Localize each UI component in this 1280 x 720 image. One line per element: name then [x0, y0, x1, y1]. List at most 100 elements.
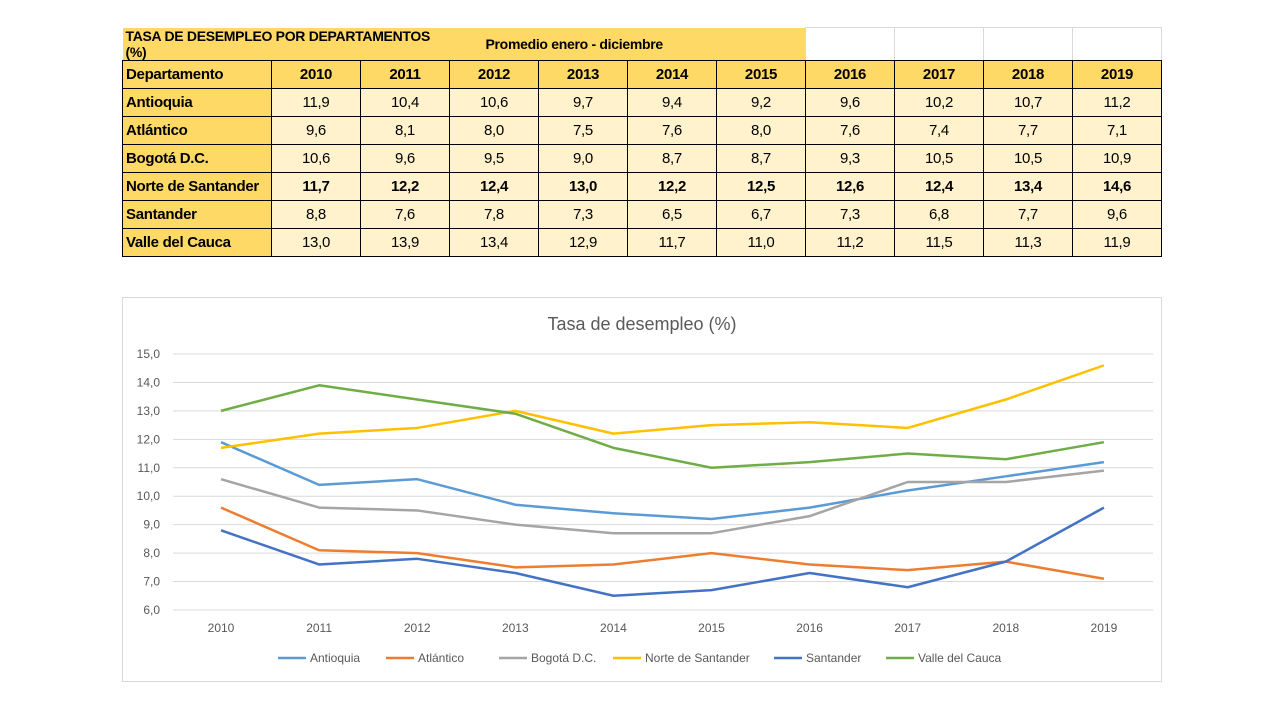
- table-cell: 9,3: [805, 143, 895, 173]
- table-cell: 8,7: [716, 143, 806, 173]
- table-cell: 11,2: [805, 227, 895, 257]
- legend-label: Atlántico: [418, 651, 464, 665]
- table-cell: 11,9: [1072, 227, 1162, 257]
- y-tick-label: 6,0: [143, 603, 160, 617]
- table-cell: 7,7: [983, 199, 1073, 229]
- table-cell: 12,2: [360, 171, 450, 201]
- table-cell: 9,6: [1072, 199, 1162, 229]
- table-cell: 9,6: [805, 87, 895, 117]
- table-cell: 9,6: [271, 115, 361, 145]
- table-title: TASA DE DESEMPLEO POR DEPARTAMENTOS (%): [122, 27, 450, 60]
- x-tick-label: 2012: [404, 621, 431, 635]
- chart-container: Tasa de desempleo (%) 6,0 7,0 8,0 9,0 10,0 11…: [122, 297, 1162, 682]
- column-header-year: 2010: [271, 59, 361, 89]
- row-label: Atlántico: [122, 115, 272, 145]
- table-cell: 11,9: [271, 87, 361, 117]
- table-cell: 10,4: [360, 87, 450, 117]
- table-row: Bogotá D.C. 10,6 9,6 9,5 9,0 8,7 8,7 9,3 10,5 10,…: [122, 143, 1162, 173]
- empty-cell: [983, 27, 1073, 61]
- table-cell: 7,3: [805, 199, 895, 229]
- chart-title: Tasa de desempleo (%): [547, 314, 736, 334]
- table-cell: 12,5: [716, 171, 806, 201]
- table-subtitle: Promedio enero - diciembre: [449, 27, 806, 60]
- legend-label: Bogotá D.C.: [531, 651, 596, 665]
- column-header-year: 2019: [1072, 59, 1162, 89]
- table-cell: 12,2: [627, 171, 717, 201]
- row-label: Norte de Santander: [122, 171, 272, 201]
- table-cell: 11,3: [983, 227, 1073, 257]
- table-row: Atlántico 9,6 8,1 8,0 7,5 7,6 8,0 7,6 7,4 7,7 7,1: [122, 115, 1162, 145]
- table-cell: 7,3: [538, 199, 628, 229]
- table-cell: 10,9: [1072, 143, 1162, 173]
- table-cell: 11,7: [271, 171, 361, 201]
- y-tick-label: 14,0: [137, 375, 161, 389]
- table-cell: 9,6: [360, 143, 450, 173]
- x-tick-label: 2011: [306, 621, 332, 635]
- column-header-year: 2015: [716, 59, 806, 89]
- column-header-year: 2014: [627, 59, 717, 89]
- table-cell: 6,5: [627, 199, 717, 229]
- row-label: Bogotá D.C.: [122, 143, 272, 173]
- table-cell: 7,6: [805, 115, 895, 145]
- line-chart: Tasa de desempleo (%) 6,0 7,0 8,0 9,0 10,0 11…: [137, 314, 1153, 665]
- table-cell: 12,6: [805, 171, 895, 201]
- table-cell: 8,1: [360, 115, 450, 145]
- table-cell: 7,1: [1072, 115, 1162, 145]
- table-cell: 10,5: [894, 143, 984, 173]
- table-cell: 10,2: [894, 87, 984, 117]
- y-tick-label: 11,0: [138, 461, 161, 475]
- series-line-santander: [220, 506, 1105, 598]
- table-cell: 9,4: [627, 87, 717, 117]
- table-cell: 8,8: [271, 199, 361, 229]
- x-tick-label: 2010: [208, 621, 235, 635]
- table-cell: 14,6: [1072, 171, 1162, 201]
- series-line-antioquia: [220, 441, 1105, 521]
- column-header-year: 2011: [360, 59, 450, 89]
- table-cell: 9,7: [538, 87, 628, 117]
- x-tick-label: 2016: [796, 621, 823, 635]
- column-header-year: 2016: [805, 59, 895, 89]
- table-cell: 6,8: [894, 199, 984, 229]
- table-cell: 11,5: [894, 227, 984, 257]
- x-tick-label: 2015: [698, 621, 725, 635]
- table-cell: 13,9: [360, 227, 450, 257]
- table-cell: 12,4: [894, 171, 984, 201]
- x-tick-label: 2014: [600, 621, 627, 635]
- column-header-year: 2017: [894, 59, 984, 89]
- y-tick-label: 12,0: [137, 432, 161, 446]
- table-cell: 10,7: [983, 87, 1073, 117]
- table-cell: 6,7: [716, 199, 806, 229]
- table-cell: 7,7: [983, 115, 1073, 145]
- table-cell: 7,4: [894, 115, 984, 145]
- legend-label: Valle del Cauca: [918, 651, 1001, 665]
- table-cell: 13,4: [983, 171, 1073, 201]
- table-cell: 9,5: [449, 143, 539, 173]
- column-header-year: 2013: [538, 59, 628, 89]
- x-tick-label: 2018: [992, 621, 1019, 635]
- y-tick-label: 15,0: [137, 347, 161, 361]
- table-row: Valle del Cauca 13,0 13,9 13,4 12,9 11,7 11,0 1…: [122, 227, 1162, 257]
- x-tick-label: 2019: [1091, 621, 1118, 635]
- table-cell: 11,7: [627, 227, 717, 257]
- series-line-norte-de-santander: [220, 364, 1105, 450]
- column-header-departamento: Departamento: [122, 59, 272, 89]
- table-cell: 8,0: [716, 115, 806, 145]
- table-cell: 13,0: [538, 171, 628, 201]
- table-cell: 7,6: [627, 115, 717, 145]
- table-cell: 12,9: [538, 227, 628, 257]
- row-label: Santander: [122, 199, 272, 229]
- table-cell: 7,8: [449, 199, 539, 229]
- row-label: Antioquia: [122, 87, 272, 117]
- legend-label: Norte de Santander: [645, 651, 750, 665]
- table-cell: 11,2: [1072, 87, 1162, 117]
- table-cell: 11,0: [716, 227, 806, 257]
- unemployment-table: TASA DE DESEMPLEO POR DEPARTAMENTOS (%) P…: [122, 27, 1162, 257]
- table-cell: 7,6: [360, 199, 450, 229]
- row-label: Valle del Cauca: [122, 227, 272, 257]
- table-cell: 7,5: [538, 115, 628, 145]
- column-header-year: 2012: [449, 59, 539, 89]
- table-title-row: TASA DE DESEMPLEO POR DEPARTAMENTOS (%) P…: [122, 27, 1162, 61]
- series-line-valle-del-cauca: [220, 384, 1105, 470]
- table-cell: 9,0: [538, 143, 628, 173]
- x-tick-label: 2013: [502, 621, 529, 635]
